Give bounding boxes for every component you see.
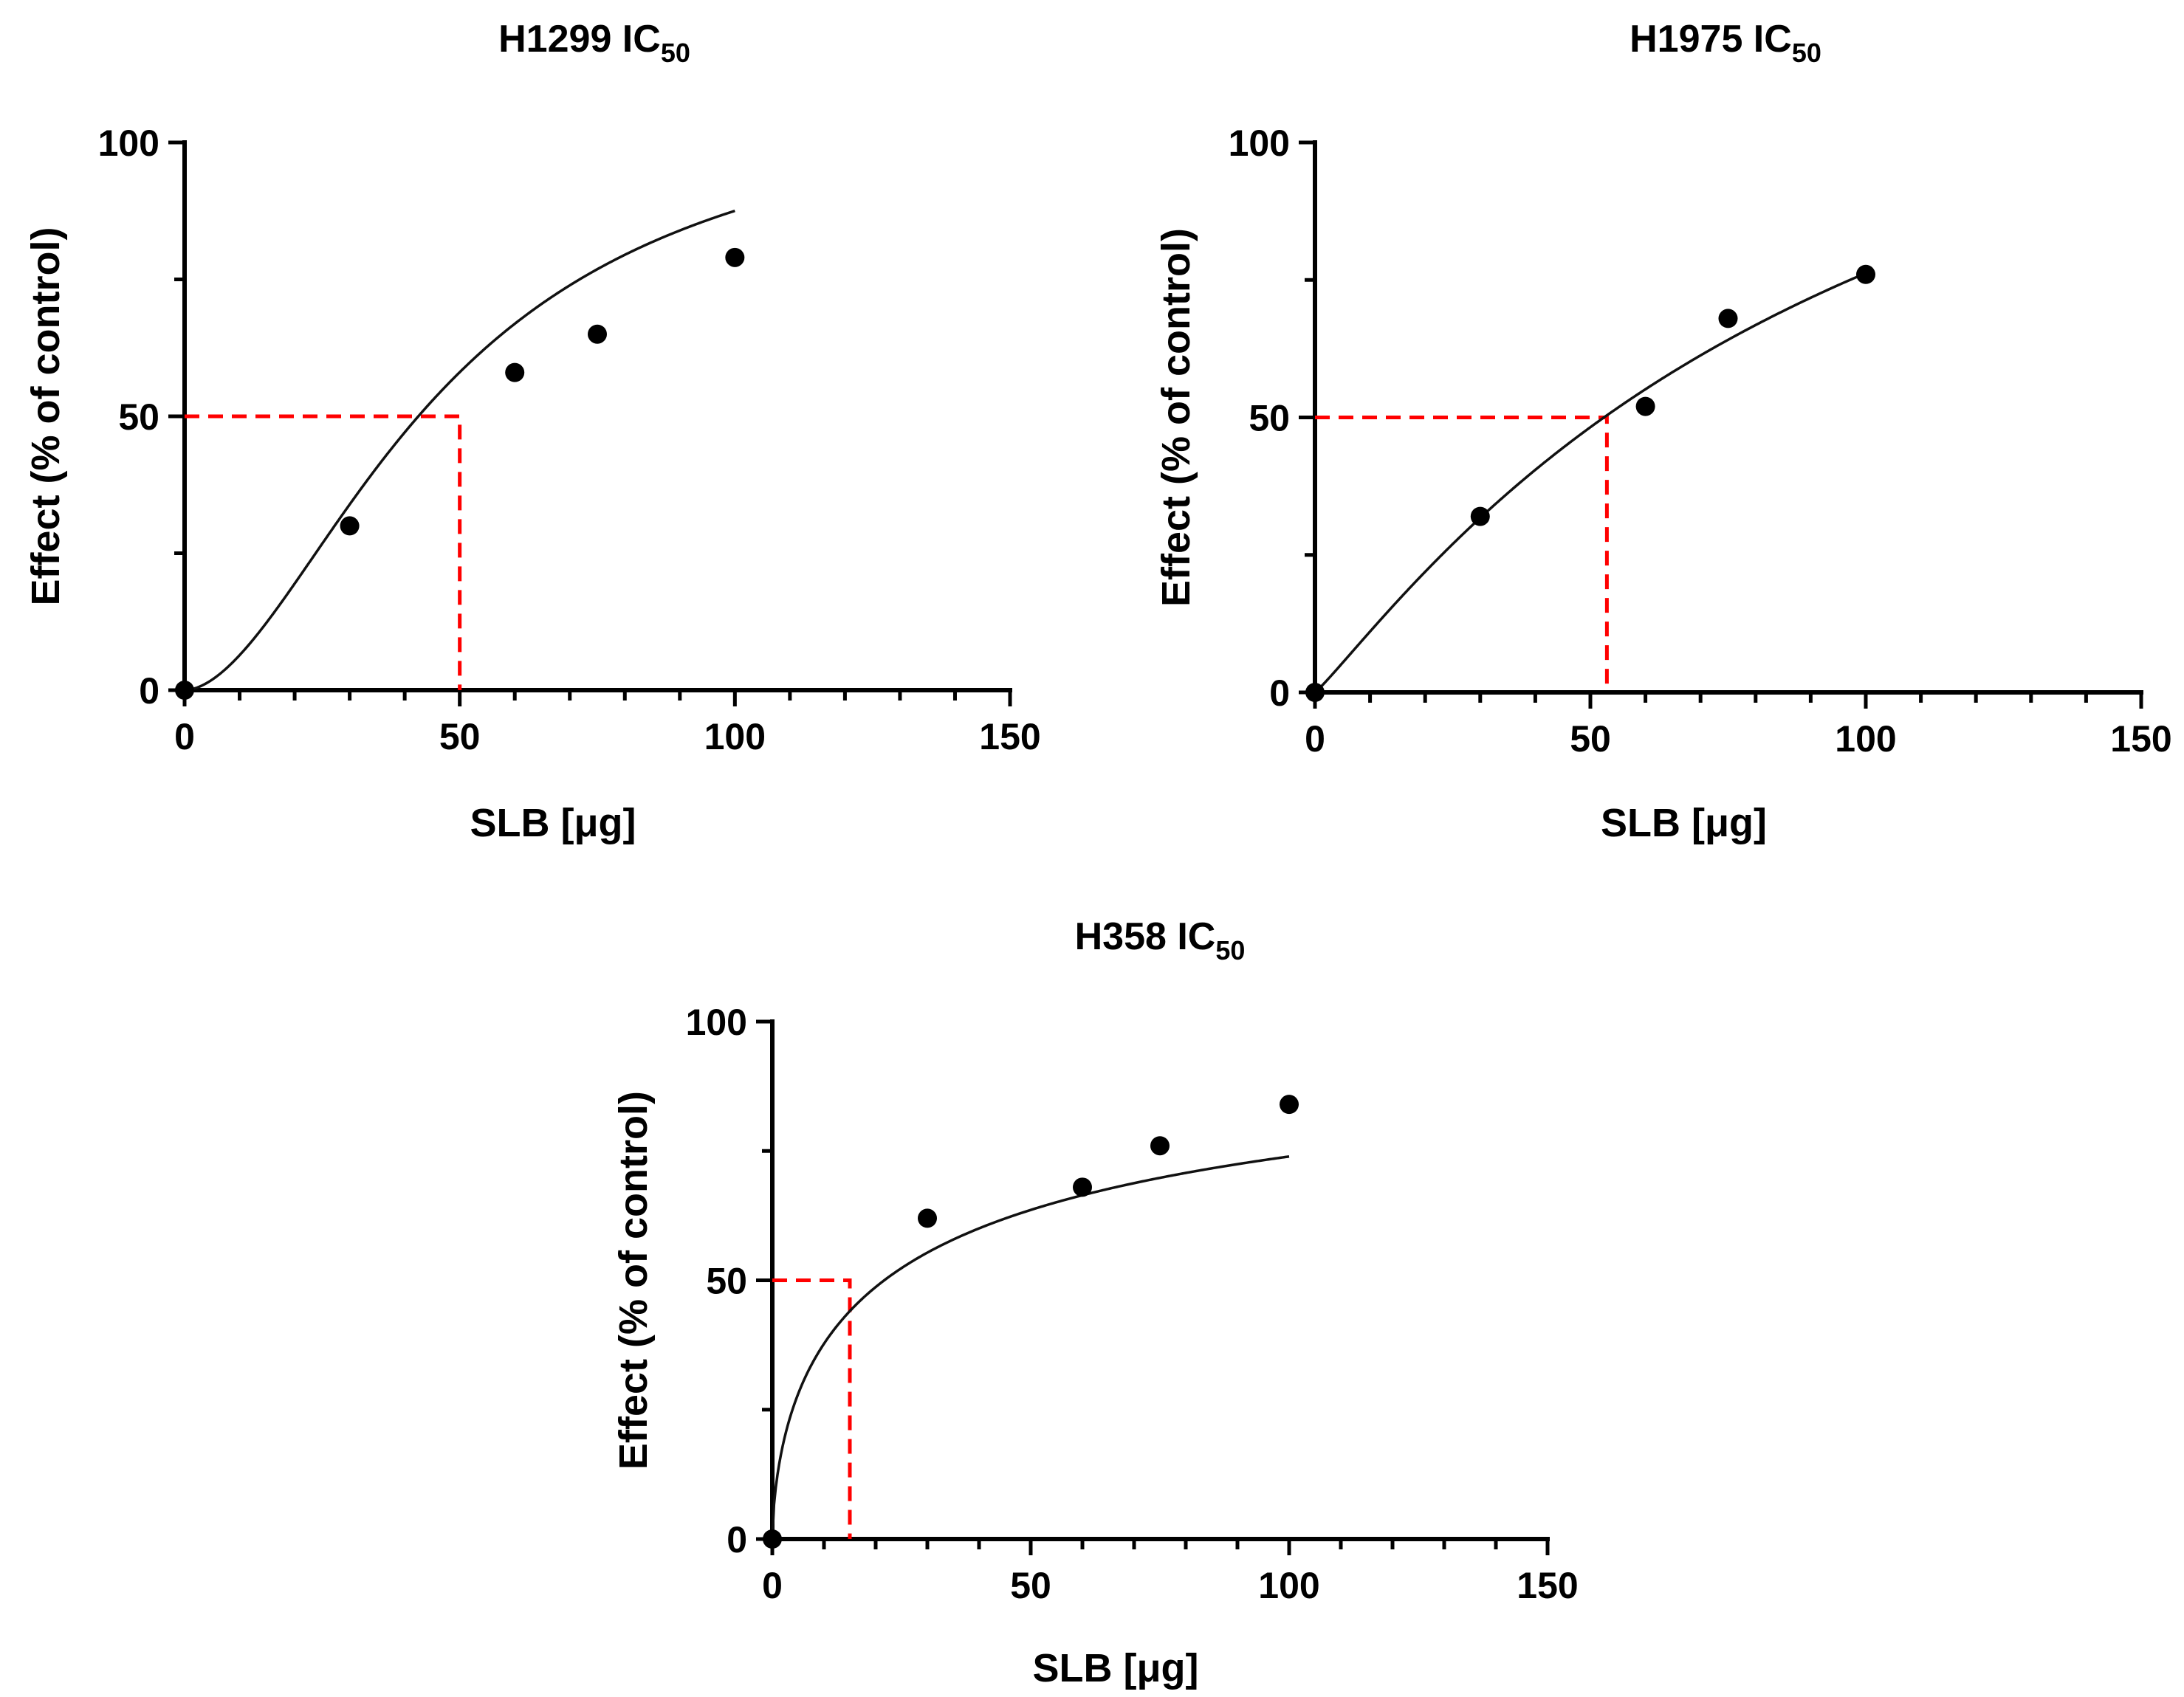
- data-point: [340, 516, 360, 536]
- y-tick-label: 0: [139, 670, 159, 712]
- y-tick-label: 100: [98, 123, 159, 164]
- y-tick-label: 50: [1249, 398, 1290, 439]
- data-point: [1150, 1136, 1170, 1156]
- chart-panel-2: H1975 IC50 0 50 100 150 0 50 100 SLB [μg] Effect …: [1154, 18, 2172, 845]
- y-axis-label: Effect (% of control): [1154, 228, 1198, 607]
- fit-curve: [1314, 272, 1867, 694]
- x-tick-label: 100: [1258, 1565, 1319, 1606]
- y-tick-label: 100: [1229, 123, 1290, 164]
- chart-panel-3: H358 IC50 0 50 100 150 0 50 100 SLB [μg] Effect (…: [611, 915, 1579, 1690]
- y-tick-label: 50: [118, 396, 159, 438]
- y-tick-label: 0: [727, 1519, 747, 1560]
- chart-panel-1: H1299 IC50 0 50 100 150 0 50 100 SLB [μg] Effect …: [24, 18, 1041, 845]
- x-axis-label: SLB [μg]: [470, 801, 636, 845]
- data-point: [1073, 1177, 1092, 1197]
- x-tick-label: 0: [1305, 718, 1325, 760]
- chart-title: H358 IC50: [1075, 915, 1246, 965]
- x-tick-label: 50: [439, 716, 481, 757]
- chart-title-subscript: 50: [1215, 935, 1245, 965]
- y-tick-label: 100: [686, 1002, 747, 1043]
- data-point: [1305, 683, 1325, 702]
- x-axis-label: SLB [μg]: [1033, 1646, 1199, 1690]
- data-point: [175, 681, 194, 700]
- fit-curve: [771, 1155, 1290, 1540]
- data-point: [1635, 396, 1655, 416]
- y-tick-label: 0: [1269, 672, 1290, 714]
- fit-curve: [184, 209, 735, 692]
- ic50-guide-line: [772, 1278, 852, 1539]
- x-tick-label: 100: [1835, 718, 1896, 760]
- y-axis-label: Effect (% of control): [611, 1091, 656, 1470]
- data-point: [588, 324, 607, 344]
- x-tick-label: 150: [1517, 1565, 1578, 1606]
- x-tick-label: 150: [979, 716, 1040, 757]
- data-point: [1280, 1095, 1299, 1115]
- y-tick-label: 50: [706, 1261, 747, 1302]
- chart-title: H1975 IC50: [1630, 18, 1821, 68]
- x-tick-label: 50: [1010, 1565, 1051, 1606]
- ic50-guide-line: [1315, 416, 1609, 692]
- data-point: [1856, 264, 1875, 284]
- x-axis-label: SLB [μg]: [1601, 801, 1767, 845]
- data-point: [505, 362, 525, 382]
- data-point: [1470, 506, 1490, 526]
- x-tick-label: 0: [174, 716, 195, 757]
- x-tick-label: 0: [762, 1565, 783, 1606]
- chart-title-subscript: 50: [661, 38, 690, 68]
- ic50-guide-line: [185, 414, 462, 690]
- y-axis-label: Effect (% of control): [24, 227, 68, 606]
- data-point: [763, 1529, 782, 1549]
- data-point: [725, 247, 745, 267]
- x-tick-label: 50: [1570, 718, 1611, 760]
- chart-title: H1299 IC50: [498, 18, 690, 68]
- x-tick-label: 100: [704, 716, 766, 757]
- chart-title-subscript: 50: [1792, 38, 1821, 68]
- x-tick-label: 150: [2110, 718, 2171, 760]
- data-point: [918, 1208, 937, 1228]
- data-point: [1718, 309, 1738, 328]
